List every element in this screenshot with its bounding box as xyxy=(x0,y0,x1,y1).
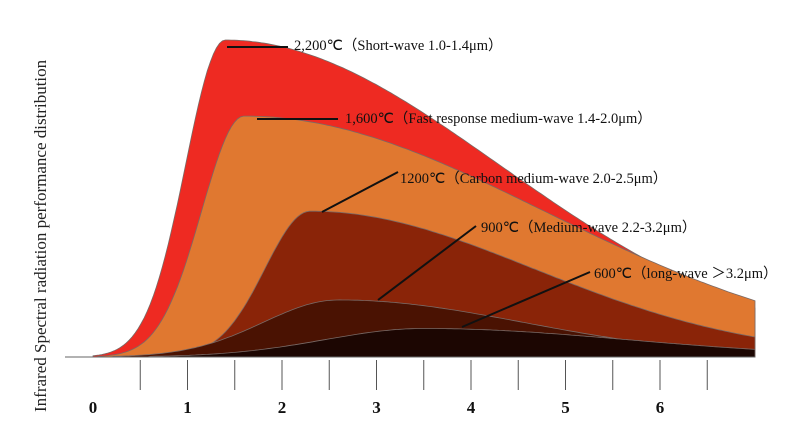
x-tick-label: 0 xyxy=(89,398,98,417)
annotation-leader-line xyxy=(321,171,399,213)
x-tick-label: 2 xyxy=(278,398,287,417)
annotation-labels: 2,200℃（Short-wave 1.0-1.4μm） 1,600℃（Fast … xyxy=(294,37,778,282)
series-annotation-label: 1,600℃（Fast response medium-wave 1.4-2.0… xyxy=(345,110,652,127)
x-tick-label: 4 xyxy=(467,398,476,417)
x-tick-label: 5 xyxy=(561,398,570,417)
series-annotation-label: 2,200℃（Short-wave 1.0-1.4μm） xyxy=(294,37,503,54)
series-areas xyxy=(92,39,756,358)
x-axis-ticks xyxy=(139,360,708,390)
series-annotation-label: 600℃（long-wave ＞3.2μm） xyxy=(594,265,778,282)
annotation-leader-line xyxy=(461,271,591,328)
annotation-leader-line xyxy=(377,225,477,301)
series-annotation-label: 1200℃（Carbon medium-wave 2.0-2.5μm） xyxy=(400,170,667,187)
series-area-4 xyxy=(93,328,756,358)
x-tick-label: 3 xyxy=(372,398,381,417)
y-axis-label: Infrared Spectral radiation performance … xyxy=(31,59,50,412)
series-annotation-label: 900℃（Medium-wave 2.2-3.2μm） xyxy=(481,219,696,236)
x-tick-label: 1 xyxy=(183,398,192,417)
x-tick-labels: 0 1 2 3 4 5 6 xyxy=(89,398,665,417)
x-tick-label: 6 xyxy=(656,398,665,417)
annotation-leaders xyxy=(227,46,591,328)
